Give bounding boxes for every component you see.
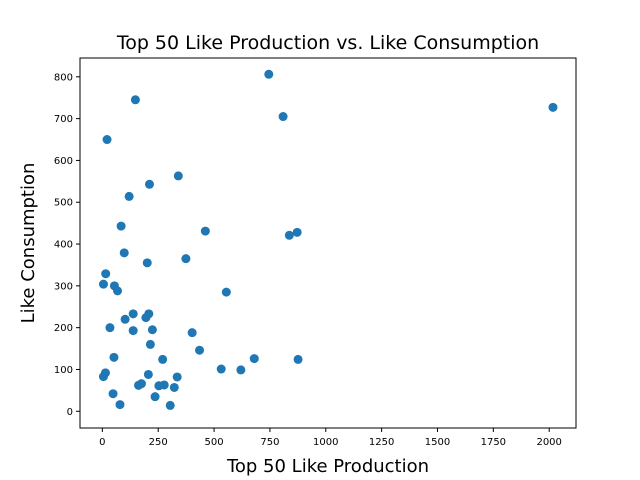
plot-frame xyxy=(79,57,577,429)
x-tick-label: 1500 xyxy=(425,437,450,448)
data-point xyxy=(109,352,119,362)
data-point xyxy=(264,69,274,79)
data-point xyxy=(120,314,130,324)
data-point xyxy=(147,325,157,335)
data-point xyxy=(172,372,182,382)
data-point xyxy=(101,269,111,279)
data-point xyxy=(150,392,160,402)
data-point xyxy=(158,354,168,364)
data-point xyxy=(292,227,302,237)
data-point xyxy=(141,313,151,323)
data-point xyxy=(165,400,175,410)
y-tick-label: 100 xyxy=(54,365,73,376)
data-point xyxy=(548,102,558,112)
y-axis-title: Like Consumption xyxy=(18,163,39,324)
x-tick-label: 250 xyxy=(149,437,168,448)
x-axis-title: Top 50 Like Production xyxy=(226,456,429,477)
data-point xyxy=(105,323,115,333)
ticks-layer: 0 250 500 750 1000 1250 1500 1750 2000 0 100 200 300… xyxy=(54,72,562,448)
y-tick-label: 600 xyxy=(54,156,73,167)
data-point xyxy=(102,135,112,145)
data-point xyxy=(293,354,303,364)
data-point xyxy=(278,112,288,122)
data-point xyxy=(145,339,155,349)
chart-title: Top 50 Like Production vs. Like Consumpt… xyxy=(116,32,539,54)
y-tick-label: 800 xyxy=(54,72,73,83)
data-point xyxy=(195,345,205,355)
y-tick-label: 300 xyxy=(54,281,73,292)
data-point xyxy=(249,354,259,364)
data-point xyxy=(124,191,134,201)
x-tick-label: 500 xyxy=(205,437,224,448)
data-point xyxy=(187,328,197,338)
data-point xyxy=(128,326,138,336)
data-point xyxy=(200,226,210,236)
data-point xyxy=(116,221,126,231)
x-tick-label: 1750 xyxy=(481,437,506,448)
data-point xyxy=(221,287,231,297)
data-point xyxy=(181,254,191,264)
data-point xyxy=(128,309,138,319)
data-point xyxy=(98,279,108,289)
data-point xyxy=(169,382,179,392)
data-point xyxy=(115,400,125,410)
data-point xyxy=(216,364,226,374)
y-tick-label: 400 xyxy=(54,240,73,251)
data-point xyxy=(113,286,123,296)
points-layer xyxy=(98,69,558,410)
data-point xyxy=(236,365,246,375)
data-point xyxy=(159,380,169,390)
x-tick-label: 1250 xyxy=(369,437,394,448)
data-point xyxy=(130,95,140,105)
data-point xyxy=(144,179,154,189)
y-tick-label: 200 xyxy=(54,323,73,334)
data-point xyxy=(108,389,118,399)
y-tick-label: 700 xyxy=(54,114,73,125)
data-point xyxy=(284,230,294,240)
data-point xyxy=(98,372,108,382)
data-point xyxy=(142,258,152,268)
data-point xyxy=(136,379,146,389)
y-tick-label: 500 xyxy=(54,198,73,209)
y-tick-label: 0 xyxy=(67,407,73,418)
x-tick-label: 750 xyxy=(260,437,279,448)
data-point xyxy=(173,171,183,181)
x-tick-label: 0 xyxy=(99,437,105,448)
x-tick-label: 2000 xyxy=(536,437,561,448)
data-point xyxy=(143,369,153,379)
data-point xyxy=(119,248,129,258)
x-tick-label: 1000 xyxy=(313,437,338,448)
